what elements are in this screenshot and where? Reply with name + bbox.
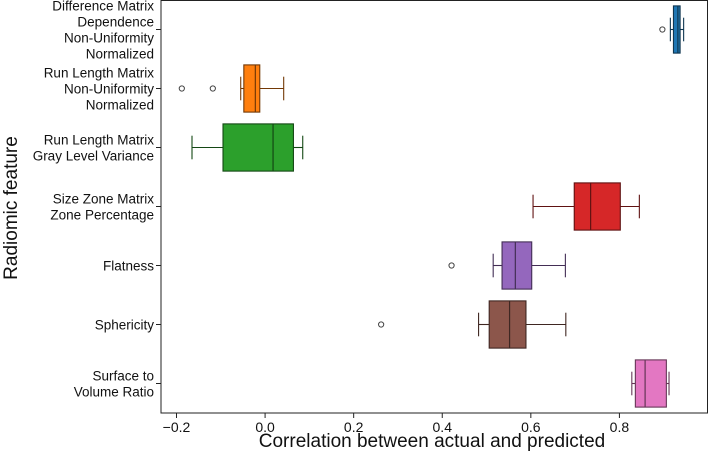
box-iqr bbox=[243, 64, 261, 113]
outlier-point bbox=[448, 262, 455, 269]
y-tick-label: Size Zone Matrix bbox=[53, 192, 155, 207]
plot-area bbox=[160, 0, 708, 414]
y-tick-label: Difference Matrix bbox=[52, 0, 154, 14]
box-iqr bbox=[222, 123, 294, 172]
y-tick-label: Gray Level Variance bbox=[33, 149, 154, 164]
box-iqr bbox=[634, 359, 667, 408]
x-tick-label: 0.0 bbox=[255, 419, 275, 435]
box-group-3 bbox=[532, 182, 640, 231]
x-axis: −0.2 0.0 0.2 0.4 0.6 0.8 bbox=[163, 413, 630, 435]
x-tick-label: 0.8 bbox=[610, 419, 630, 435]
box-iqr bbox=[672, 5, 681, 54]
y-tick-label: Dependence bbox=[77, 15, 154, 30]
y-tick-label: Non-Uniformity bbox=[64, 82, 154, 97]
box-group-4 bbox=[448, 241, 566, 290]
y-tick-label: Surface to bbox=[92, 369, 154, 384]
y-tick-label: Normalized bbox=[86, 47, 154, 62]
y-tick-label: Run Length Matrix bbox=[44, 66, 155, 81]
x-tick-label: −0.2 bbox=[163, 419, 191, 435]
y-axis: Difference MatrixDependenceNon-Uniformit… bbox=[33, 0, 161, 400]
box-group-5 bbox=[378, 300, 567, 349]
y-tick-label: Non-Uniformity bbox=[64, 31, 154, 46]
y-tick-label: Normalized bbox=[86, 98, 154, 113]
box-group-2 bbox=[191, 123, 304, 172]
x-axis-label: Correlation between actual and predicted bbox=[259, 431, 605, 452]
outlier-point bbox=[178, 85, 185, 92]
x-tick-label: 0.4 bbox=[433, 419, 453, 435]
x-tick-label: 0.6 bbox=[521, 419, 541, 435]
y-tick-label: Volume Ratio bbox=[74, 385, 154, 400]
y-tick-label: Sphericity bbox=[95, 318, 155, 333]
y-axis-label: Radiomic feature bbox=[1, 136, 22, 280]
outlier-point bbox=[378, 321, 385, 328]
box-iqr bbox=[573, 182, 621, 231]
outlier-point bbox=[659, 26, 666, 33]
box-group-0 bbox=[659, 5, 685, 54]
box-group-1 bbox=[178, 64, 285, 113]
y-tick-label: Flatness bbox=[103, 259, 154, 274]
y-tick-label: Run Length Matrix bbox=[44, 133, 155, 148]
x-tick-label: 0.2 bbox=[344, 419, 364, 435]
outlier-point bbox=[209, 85, 216, 92]
box-iqr bbox=[501, 241, 533, 290]
box-group-6 bbox=[631, 359, 670, 408]
box-iqr bbox=[488, 300, 527, 349]
y-tick-label: Zone Percentage bbox=[50, 208, 154, 223]
